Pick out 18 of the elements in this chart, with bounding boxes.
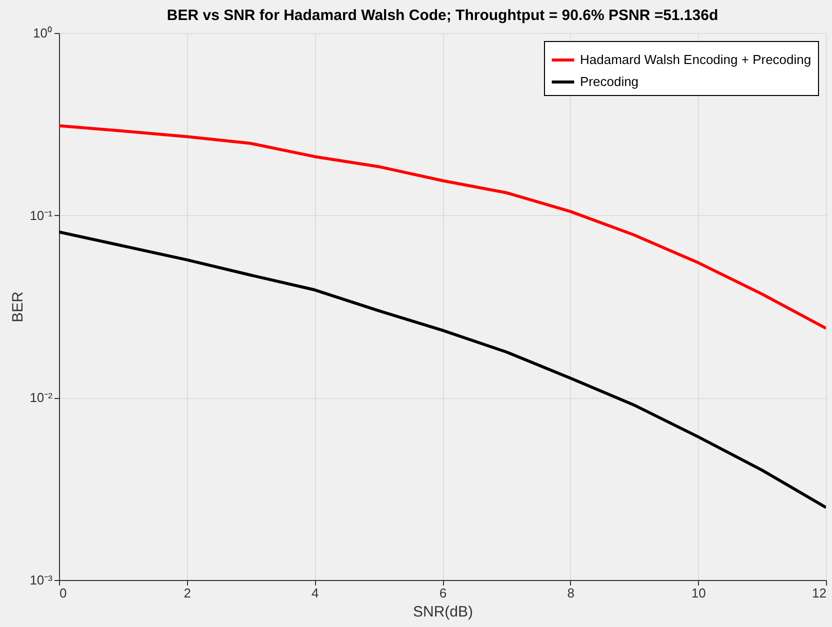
y-tick-label: 10⁰ [33,26,52,40]
y-tick-label: 10⁻² [30,390,54,406]
y-tick-label: 10⁻¹ [30,208,54,223]
line-series [59,230,826,509]
x-tick-label: 4 [312,586,319,600]
y-axis-title: BER [10,291,27,322]
x-tick-label: 12 [812,586,826,600]
chart-title: BER vs SNR for Hadamard Walsh Code; Throughtput = 90.6% PSNR =51.136d [166,7,718,24]
x-axis-title: SNR(dB) [412,604,474,620]
x-tick-label: 0 [60,586,67,600]
x-tick-label: 10 [691,586,706,600]
x-tick-label: 6 [439,586,447,600]
legend-label: Hadamard Walsh Encoding + Precoding [580,52,812,67]
line-series [59,124,826,330]
x-tick-label: 8 [567,586,574,600]
legend-label: Precoding [580,74,639,89]
y-tick-label: 10⁻³ [30,572,54,588]
x-tick-label: 2 [184,586,191,600]
